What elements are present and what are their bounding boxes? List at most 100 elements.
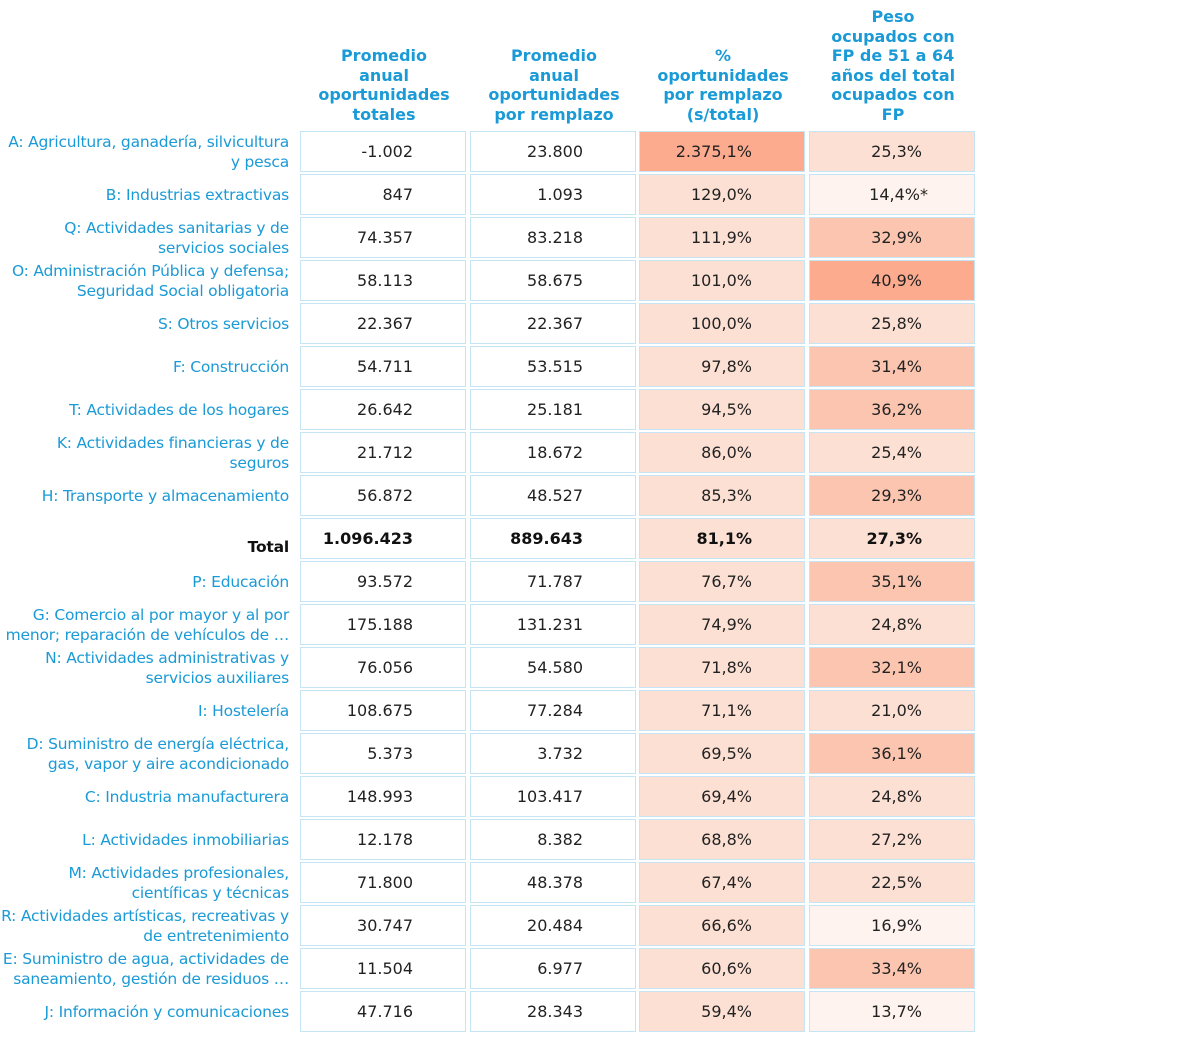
cell-value: 3.732 <box>537 744 583 763</box>
column-header-line: por remplazo <box>494 104 614 124</box>
cell-value: 148.993 <box>346 787 413 806</box>
table-row: L: Actividades inmobiliarias 12.178 8.382 6… <box>0 818 980 861</box>
table-cell: 111,9% <box>639 217 805 258</box>
cell-value: 54.580 <box>527 658 583 677</box>
cell-value: 76,7% <box>701 572 752 591</box>
table-row: J: Información y comunicaciones 47.716 28.… <box>0 990 980 1033</box>
row-label: G: Comercio al por mayor y al por menor; … <box>0 603 290 646</box>
row-label-line: H: Transporte y almacenamiento <box>41 486 289 505</box>
table-cell: 53.515 <box>470 346 636 387</box>
row-label-line: I: Hostelería <box>198 701 289 720</box>
row-label-line: científicas y técnicas <box>131 883 290 902</box>
cell-value: 71,8% <box>701 658 752 677</box>
table-cell: 36,1% <box>809 733 975 774</box>
column-header-line: oportunidades <box>318 85 450 104</box>
row-label: D: Suministro de energía eléctrica, gas, … <box>0 732 290 775</box>
row-label-line: saneamiento, gestión de residuos … <box>13 969 289 988</box>
table-cell: 3.732 <box>470 733 636 774</box>
table-cell: 25,3% <box>809 131 975 172</box>
table-cell: 889.643 <box>470 518 636 559</box>
cell-value: 32,1% <box>871 658 922 677</box>
table-row: I: Hostelería 108.675 77.284 71,1% 21,0% <box>0 689 980 732</box>
column-header: Peso ocupados con FP de 51 a 64 años del to… <box>809 0 977 124</box>
cell-value: 1.093 <box>537 185 583 204</box>
table-cell: 93.572 <box>300 561 466 602</box>
cell-value: 24,8% <box>871 787 922 806</box>
table-cell: 83.218 <box>470 217 636 258</box>
cell-value: 14,4%* <box>869 185 928 204</box>
table-cell: 71.787 <box>470 561 636 602</box>
cell-value: 31,4% <box>871 357 922 376</box>
column-header: Promedio anual oportunidades por remplazo <box>470 0 638 124</box>
table-cell: 23.800 <box>470 131 636 172</box>
cell-value: 48.527 <box>527 486 583 505</box>
cell-value: 68,8% <box>701 830 752 849</box>
column-header: Promedio anual oportunidades totales <box>300 0 468 124</box>
table-cell: 48.527 <box>470 475 636 516</box>
row-label: C: Industria manufacturera <box>0 775 289 818</box>
table-row: D: Suministro de energía eléctrica, gas, … <box>0 732 980 775</box>
row-label-line: G: Comercio al por mayor y al por <box>32 605 289 624</box>
table-row: A: Agricultura, ganadería, silvicultura y… <box>0 130 980 173</box>
table-cell: 25,8% <box>809 303 975 344</box>
row-label: T: Actividades de los hogares <box>0 388 289 431</box>
row-label-line: y pesca <box>230 152 289 171</box>
row-label-line: seguros <box>229 453 290 472</box>
cell-value: 847 <box>382 185 413 204</box>
table-cell: 25.181 <box>470 389 636 430</box>
row-label: Q: Actividades sanitarias y de servicios … <box>0 216 289 259</box>
cell-value: 129,0% <box>690 185 752 204</box>
table-cell: 58.675 <box>470 260 636 301</box>
row-label-line: O: Administración Pública y defensa; <box>11 261 289 280</box>
cell-value: 21,0% <box>871 701 922 720</box>
cell-value: 27,3% <box>866 529 922 548</box>
table-cell: 33,4% <box>809 948 975 989</box>
cell-value: 71.787 <box>527 572 583 591</box>
table-cell: 12.178 <box>300 819 466 860</box>
cell-value: 60,6% <box>701 959 752 978</box>
table-cell: 31,4% <box>809 346 975 387</box>
row-label-line: T: Actividades de los hogares <box>69 400 289 419</box>
table-cell: 14,4%* <box>809 174 975 215</box>
table-cell: 69,5% <box>639 733 805 774</box>
table-cell: 54.580 <box>470 647 636 688</box>
table-row: O: Administración Pública y defensa; Segu… <box>0 259 980 302</box>
column-header-line: ocupados con <box>831 85 955 104</box>
row-label-line: gas, vapor y aire acondicionado <box>47 754 289 773</box>
column-header-line: anual <box>529 65 579 85</box>
table-cell: 27,2% <box>809 819 975 860</box>
cell-value: 21.712 <box>357 443 413 462</box>
table-cell: 129,0% <box>639 174 805 215</box>
table-cell: 25,4% <box>809 432 975 473</box>
table-cell: 81,1% <box>639 518 805 559</box>
cell-value: 71.800 <box>357 873 413 892</box>
table-row: G: Comercio al por mayor y al por menor; … <box>0 603 980 646</box>
row-label-line: B: Industrias extractivas <box>105 185 289 204</box>
cell-value: 69,5% <box>701 744 752 763</box>
table-cell: 71,8% <box>639 647 805 688</box>
table-cell: 71.800 <box>300 862 466 903</box>
cell-value: 74,9% <box>701 615 752 634</box>
column-header-line: Promedio <box>340 46 428 65</box>
column-header-line: anual <box>359 65 409 85</box>
cell-value: 12.178 <box>357 830 413 849</box>
row-label: L: Actividades inmobiliarias <box>0 818 289 861</box>
table-cell: 76,7% <box>639 561 805 602</box>
table-cell: 16,9% <box>809 905 975 946</box>
cell-value: 28.343 <box>527 1002 583 1021</box>
cell-value: 59,4% <box>701 1002 752 1021</box>
cell-value: 8.382 <box>537 830 583 849</box>
cell-value: 35,1% <box>871 572 922 591</box>
cell-value: 40,9% <box>871 271 922 290</box>
table-cell: -1.002 <box>300 131 466 172</box>
table-row: T: Actividades de los hogares 26.642 25.18… <box>0 388 980 431</box>
row-label-line: Seguridad Social obligatoria <box>76 281 289 300</box>
table-cell: 24,8% <box>809 604 975 645</box>
column-header: % oportunidades por remplazo (s/total) <box>639 0 807 124</box>
table-cell: 77.284 <box>470 690 636 731</box>
cell-value: 25,3% <box>871 142 922 161</box>
table-cell: 35,1% <box>809 561 975 602</box>
cell-value: 24,8% <box>871 615 922 634</box>
row-label: M: Actividades profesionales, científicas… <box>0 861 289 904</box>
cell-value: 85,3% <box>701 486 752 505</box>
